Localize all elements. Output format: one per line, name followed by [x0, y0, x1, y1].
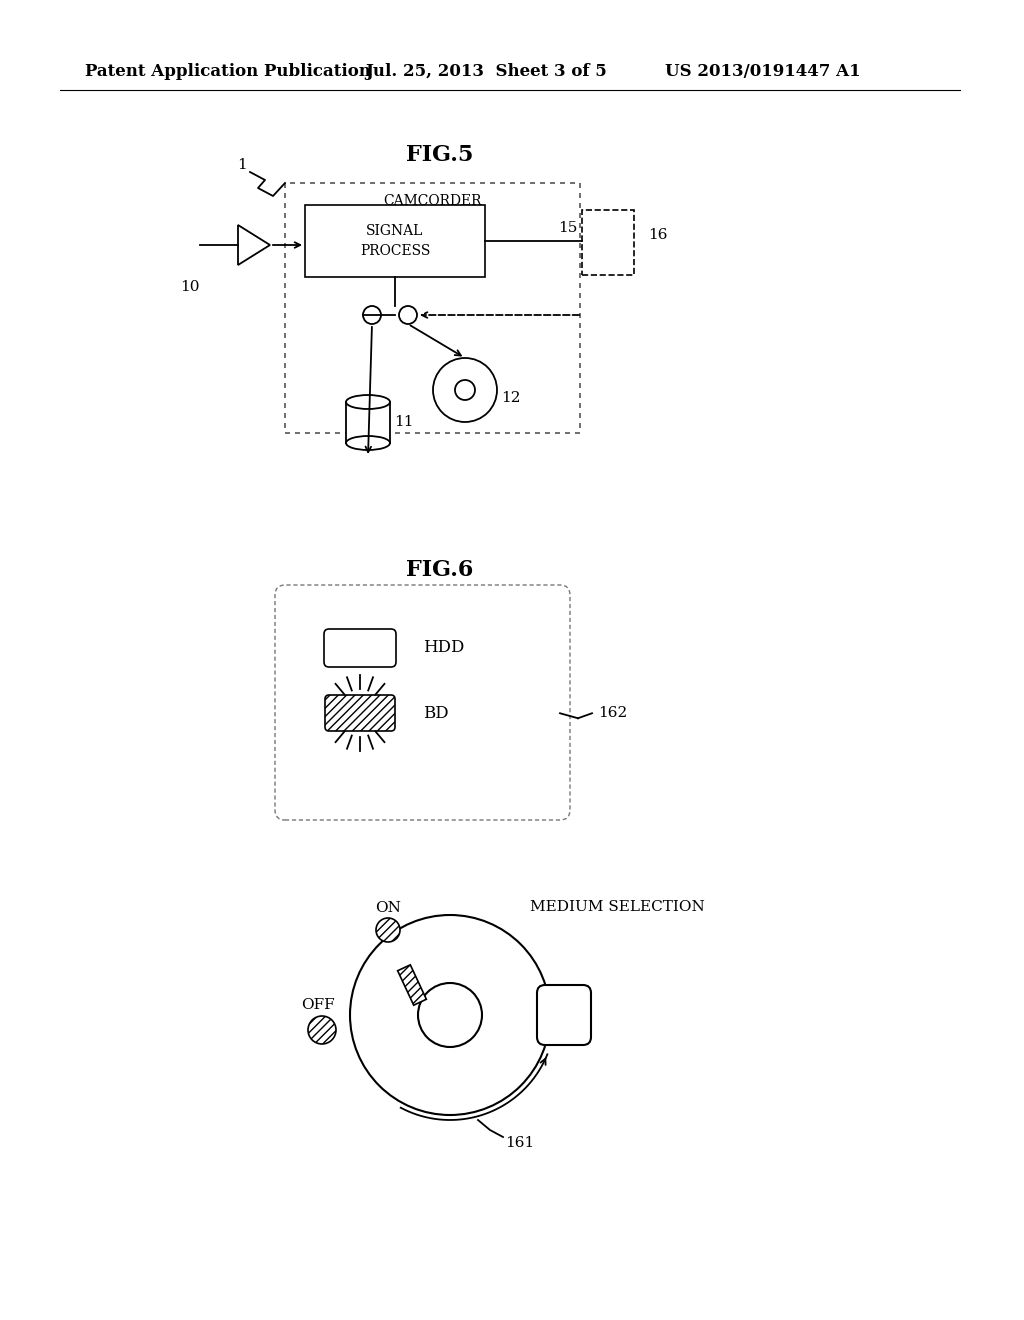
- Text: Patent Application Publication: Patent Application Publication: [85, 63, 371, 81]
- Circle shape: [433, 358, 497, 422]
- Text: 11: 11: [394, 416, 414, 429]
- FancyBboxPatch shape: [325, 696, 395, 731]
- Text: 16: 16: [648, 228, 668, 242]
- Bar: [305, 205, 485, 277]
- Text: FIG.6: FIG.6: [407, 558, 474, 581]
- Text: 162: 162: [598, 706, 628, 721]
- Bar: [346, 403, 390, 444]
- Circle shape: [350, 915, 550, 1115]
- Bar: [582, 210, 634, 275]
- Circle shape: [455, 380, 475, 400]
- Text: 161: 161: [505, 1137, 535, 1150]
- Ellipse shape: [346, 395, 390, 409]
- FancyBboxPatch shape: [537, 985, 591, 1045]
- Ellipse shape: [346, 436, 390, 450]
- Circle shape: [308, 1016, 336, 1044]
- Text: 10: 10: [180, 280, 200, 294]
- FancyBboxPatch shape: [324, 630, 396, 667]
- Text: FIG.5: FIG.5: [407, 144, 474, 166]
- Text: 15: 15: [559, 220, 578, 235]
- Circle shape: [376, 917, 400, 942]
- Text: OFF: OFF: [301, 998, 335, 1012]
- Text: US 2013/0191447 A1: US 2013/0191447 A1: [665, 63, 860, 81]
- Polygon shape: [397, 965, 426, 1005]
- Circle shape: [418, 983, 482, 1047]
- Text: MEDIUM SELECTION: MEDIUM SELECTION: [530, 900, 705, 913]
- Text: CAMCORDER: CAMCORDER: [383, 194, 481, 209]
- Text: ON: ON: [375, 902, 401, 915]
- Text: BD: BD: [423, 705, 449, 722]
- Text: SIGNAL
PROCESS: SIGNAL PROCESS: [359, 224, 430, 257]
- Text: 1: 1: [238, 158, 247, 172]
- Text: Jul. 25, 2013  Sheet 3 of 5: Jul. 25, 2013 Sheet 3 of 5: [365, 63, 607, 81]
- Text: 12: 12: [501, 391, 520, 405]
- Bar: [285, 183, 580, 433]
- Text: HDD: HDD: [423, 639, 464, 656]
